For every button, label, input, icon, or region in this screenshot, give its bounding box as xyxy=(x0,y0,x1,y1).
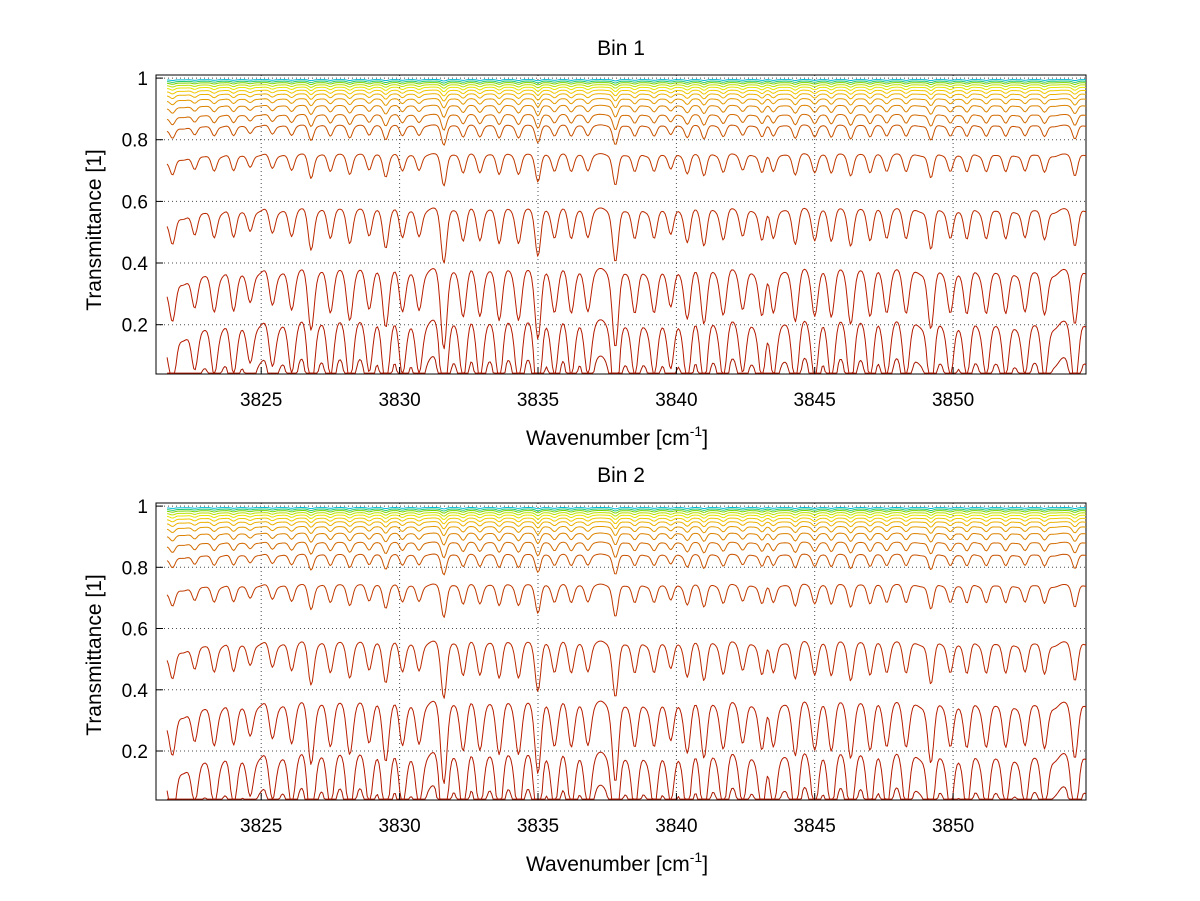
y-tick-label: 1 xyxy=(137,69,148,90)
x-axis-label-bin-2: Wavenumber [cm-1] xyxy=(526,849,708,876)
y-tick-label: 0.6 xyxy=(122,620,148,641)
y-tick-label: 0.8 xyxy=(122,558,148,579)
series-line-8 xyxy=(166,98,1087,109)
series-line-8 xyxy=(166,525,1087,537)
x-tick-label: 3840 xyxy=(655,816,697,837)
series-line-6 xyxy=(166,517,1087,525)
series-line-10 xyxy=(166,541,1087,559)
series-line-3 xyxy=(167,510,1087,514)
series-line-12 xyxy=(166,583,1087,618)
x-tick-label: 3850 xyxy=(932,390,974,411)
series-line-1 xyxy=(167,507,1087,510)
chart-title-bin-1: Bin 1 xyxy=(597,37,645,60)
series-line-5 xyxy=(166,514,1087,521)
panel-bin-1: 3825 3830 3835 3840 3845 3850 0.2 0.4 0.6 0.8 1 Bi… xyxy=(83,37,1087,450)
x-axis-label-bin-1: Wavenumber [cm-1] xyxy=(526,423,708,450)
x-tick-label: 3835 xyxy=(517,816,559,837)
x-tick-label: 3830 xyxy=(378,390,420,411)
y-tick-label: 0.4 xyxy=(122,254,149,275)
series-line-4 xyxy=(167,84,1087,89)
y-tick-label: 0.2 xyxy=(122,742,148,763)
series-line-7 xyxy=(166,521,1087,530)
x-tick-label: 3825 xyxy=(240,816,282,837)
x-tick-label: 3850 xyxy=(932,816,974,837)
series-line-2 xyxy=(167,80,1087,84)
series-line-16 xyxy=(167,784,1087,800)
y-axis-label-bin-2: Transmittance [1] xyxy=(83,574,106,735)
y-axis-label-bin-1: Transmittance [1] xyxy=(83,149,106,310)
y-tick-label: 0.2 xyxy=(122,316,148,337)
series-line-14 xyxy=(166,700,1087,784)
y-tick-label: 0.6 xyxy=(122,192,148,213)
series-line-6 xyxy=(166,89,1087,97)
series-line-11 xyxy=(166,124,1087,146)
series-line-3 xyxy=(167,82,1087,86)
series-line-13 xyxy=(166,640,1087,699)
series-line-7 xyxy=(166,93,1087,102)
plot-area-bin-1 xyxy=(155,74,1087,375)
x-tick-label: 3840 xyxy=(655,390,697,411)
series-line-4 xyxy=(167,512,1087,517)
series-line-13 xyxy=(166,207,1087,264)
chart-title-bin-2: Bin 2 xyxy=(597,464,645,487)
series-line-9 xyxy=(166,104,1087,118)
y-tick-label: 1 xyxy=(137,497,148,518)
series-line-2 xyxy=(167,508,1087,512)
series-line-9 xyxy=(166,532,1087,546)
y-tick-label: 0.4 xyxy=(122,681,149,702)
series-line-5 xyxy=(166,86,1087,93)
series-line-10 xyxy=(166,113,1087,131)
x-tick-label: 3825 xyxy=(240,390,282,411)
series-line-14 xyxy=(166,267,1087,350)
panel-bin-2: 3825 3830 3835 3840 3845 3850 0.2 0.4 0.6 0.8 1 Bi… xyxy=(83,464,1087,876)
y-tick-label: 0.8 xyxy=(122,131,148,152)
series-line-12 xyxy=(166,153,1087,187)
series-line-1 xyxy=(167,79,1087,82)
x-tick-label: 3845 xyxy=(794,390,836,411)
x-tick-label: 3845 xyxy=(794,816,836,837)
series-line-11 xyxy=(166,553,1087,576)
series-line-16 xyxy=(167,355,1087,374)
x-tick-label: 3835 xyxy=(517,390,559,411)
x-tick-label: 3830 xyxy=(378,816,420,837)
